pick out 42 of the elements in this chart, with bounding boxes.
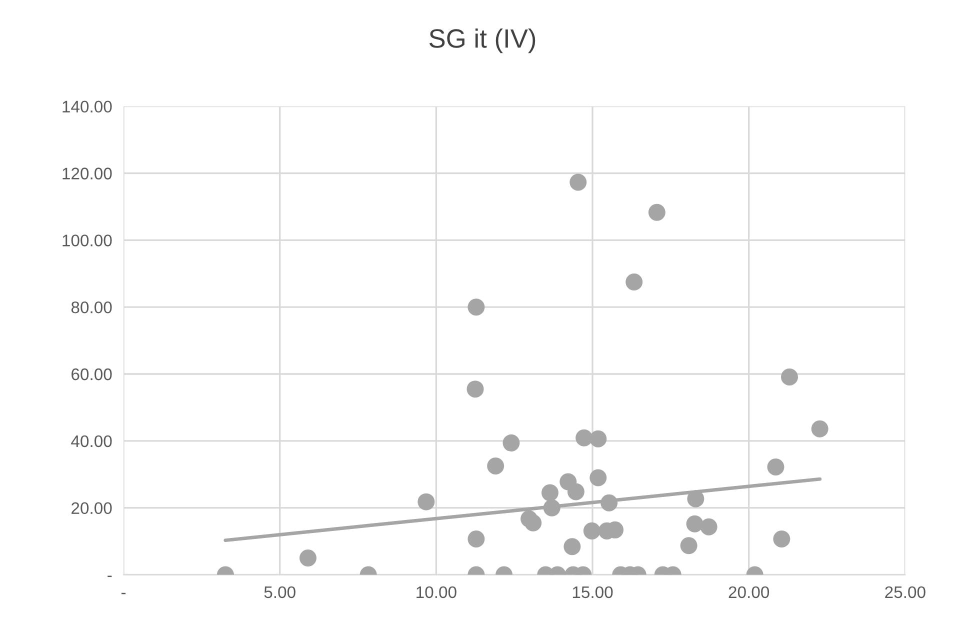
point: [626, 273, 643, 291]
point: [680, 537, 698, 554]
point: [524, 514, 542, 532]
point: [576, 429, 593, 446]
y-tick-label: 40.00: [71, 435, 112, 448]
x-tick-label: 15.00: [572, 586, 613, 598]
y-tick-label: 100.00: [62, 234, 112, 246]
point: [567, 483, 584, 500]
y-tick-label: 80.00: [71, 301, 112, 314]
point: [468, 530, 485, 548]
x-tick-label: 25.00: [885, 586, 926, 598]
point: [570, 174, 587, 191]
point: [583, 522, 600, 540]
point: [564, 538, 581, 556]
point: [418, 493, 435, 510]
point: [780, 368, 798, 386]
point: [687, 490, 704, 508]
point: [590, 430, 607, 448]
point: [811, 420, 828, 438]
point: [773, 530, 790, 548]
point: [541, 484, 558, 502]
point: [590, 469, 607, 486]
y-tick-label: 60.00: [72, 368, 112, 380]
point: [648, 204, 666, 221]
point: [487, 458, 504, 475]
chart-title: SG it (IV): [429, 28, 536, 54]
point: [468, 298, 485, 316]
point: [466, 380, 484, 398]
y-tick-label: 120.00: [62, 168, 112, 180]
y-tick-label: -: [108, 576, 112, 578]
point: [543, 499, 560, 516]
point: [299, 550, 316, 567]
point: [502, 434, 520, 452]
y-tick-label: 140.00: [62, 100, 112, 113]
point: [600, 494, 618, 512]
x-tick-label: 5.00: [264, 586, 296, 598]
point: [700, 518, 718, 536]
point: [686, 515, 704, 532]
y-tick-label: 20.00: [72, 502, 112, 514]
point: [767, 458, 784, 476]
x-tick-label: 20.00: [728, 586, 770, 598]
x-tick-label: 10.00: [416, 586, 456, 598]
